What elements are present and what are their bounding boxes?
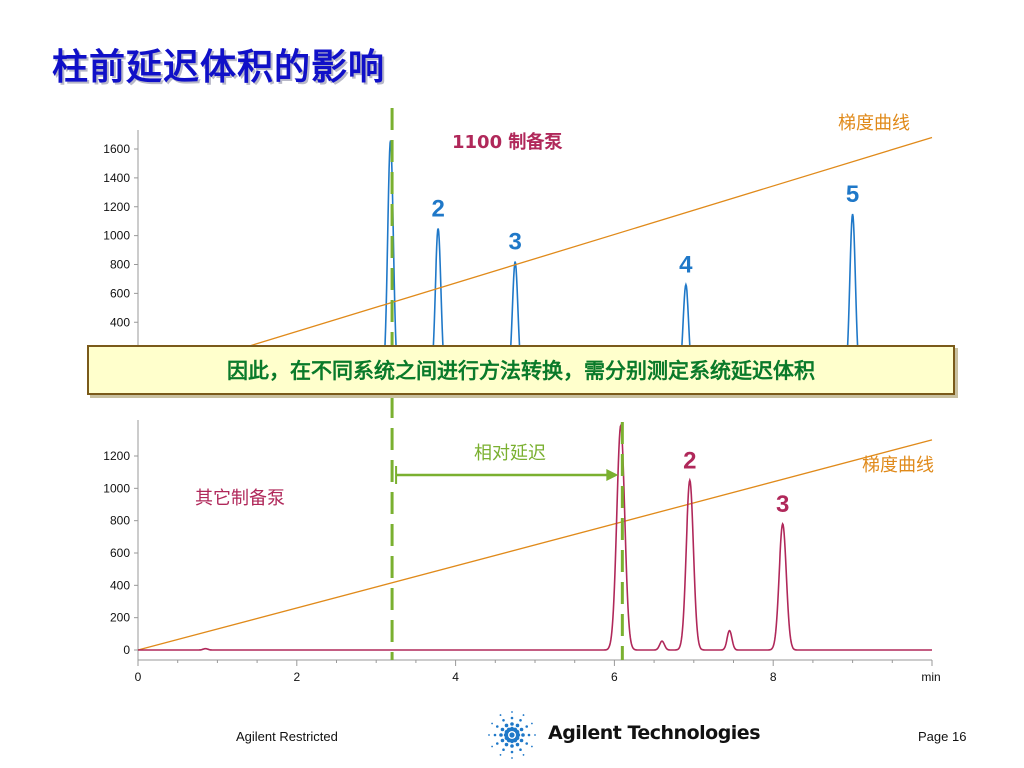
top-y-tick-label: 800 [110, 258, 130, 272]
bottom-x-tick-label: 0 [135, 670, 142, 684]
bottom-y-tick-label: 400 [110, 578, 130, 592]
logo-text: Agilent Technologies [548, 722, 761, 744]
conclusion-banner: 因此，在不同系统之间进行方法转换，需分别测定系统延迟体积 [87, 345, 955, 395]
page-number: Page 16 [918, 729, 967, 744]
top-y-ticks: 400 600 800 1000 1200 1400 1600 [103, 142, 138, 352]
slide-title: 柱前延迟体积的影响 [52, 47, 386, 88]
bottom-peak-labels: 23 [683, 447, 789, 518]
bottom-x-tick-label: 2 [293, 670, 300, 684]
bottom-y-tick-label: 200 [110, 611, 130, 625]
top-y-tick-label: 400 [110, 315, 130, 329]
spark-icon [488, 711, 536, 759]
bottom-y-tick-label: 1000 [103, 481, 130, 495]
top-y-tick-label: 600 [110, 286, 130, 300]
relative-delay-arrowhead [606, 469, 619, 481]
bottom-x-tick-label: 6 [611, 670, 618, 684]
top-peak-label: 3 [508, 229, 521, 256]
bottom-y-ticks: 0 200 400 600 800 1000 1200 [103, 449, 138, 657]
bottom-x-tick-label: 4 [452, 670, 459, 684]
bottom-y-tick-label: 600 [110, 546, 130, 560]
bottom-x-tick-label: 8 [770, 670, 777, 684]
bottom-x-ticks: 0 2 4 6 8 [135, 660, 933, 684]
bottom-series-line [138, 422, 932, 651]
relative-delay-label: 相对延迟 [474, 443, 546, 464]
top-gradient-label: 梯度曲线 [838, 113, 910, 134]
top-peak-labels: 2 3 4 5 [431, 181, 859, 279]
bottom-y-tick-label: 800 [110, 514, 130, 528]
top-pump-annotation: 1100 制备泵 [452, 131, 562, 153]
top-peak-label: 5 [846, 181, 859, 208]
footer-classification: Agilent Restricted [236, 729, 338, 744]
top-y-tick-label: 1400 [103, 171, 130, 185]
top-y-tick-label: 1000 [103, 229, 130, 243]
bottom-gradient-label: 梯度曲线 [862, 455, 934, 476]
bottom-y-tick-label: 1200 [103, 449, 130, 463]
top-y-tick-label: 1600 [103, 142, 130, 156]
top-gradient-line [137, 136, 933, 381]
agilent-logo: Agilent Technologies [486, 710, 761, 760]
bottom-y-tick-label: 0 [123, 643, 130, 657]
bottom-pump-annotation: 其它制备泵 [195, 488, 285, 509]
bottom-gradient-line [137, 439, 933, 651]
top-peak-label: 2 [431, 195, 444, 222]
bottom-peak-label: 2 [683, 447, 696, 474]
bottom-x-axis-unit: min [921, 670, 940, 684]
conclusion-text: 因此，在不同系统之间进行方法转换，需分别测定系统延迟体积 [227, 358, 815, 383]
bottom-peak-label: 3 [776, 491, 789, 518]
top-y-tick-label: 1200 [103, 200, 130, 214]
top-peak-label: 4 [679, 252, 693, 279]
